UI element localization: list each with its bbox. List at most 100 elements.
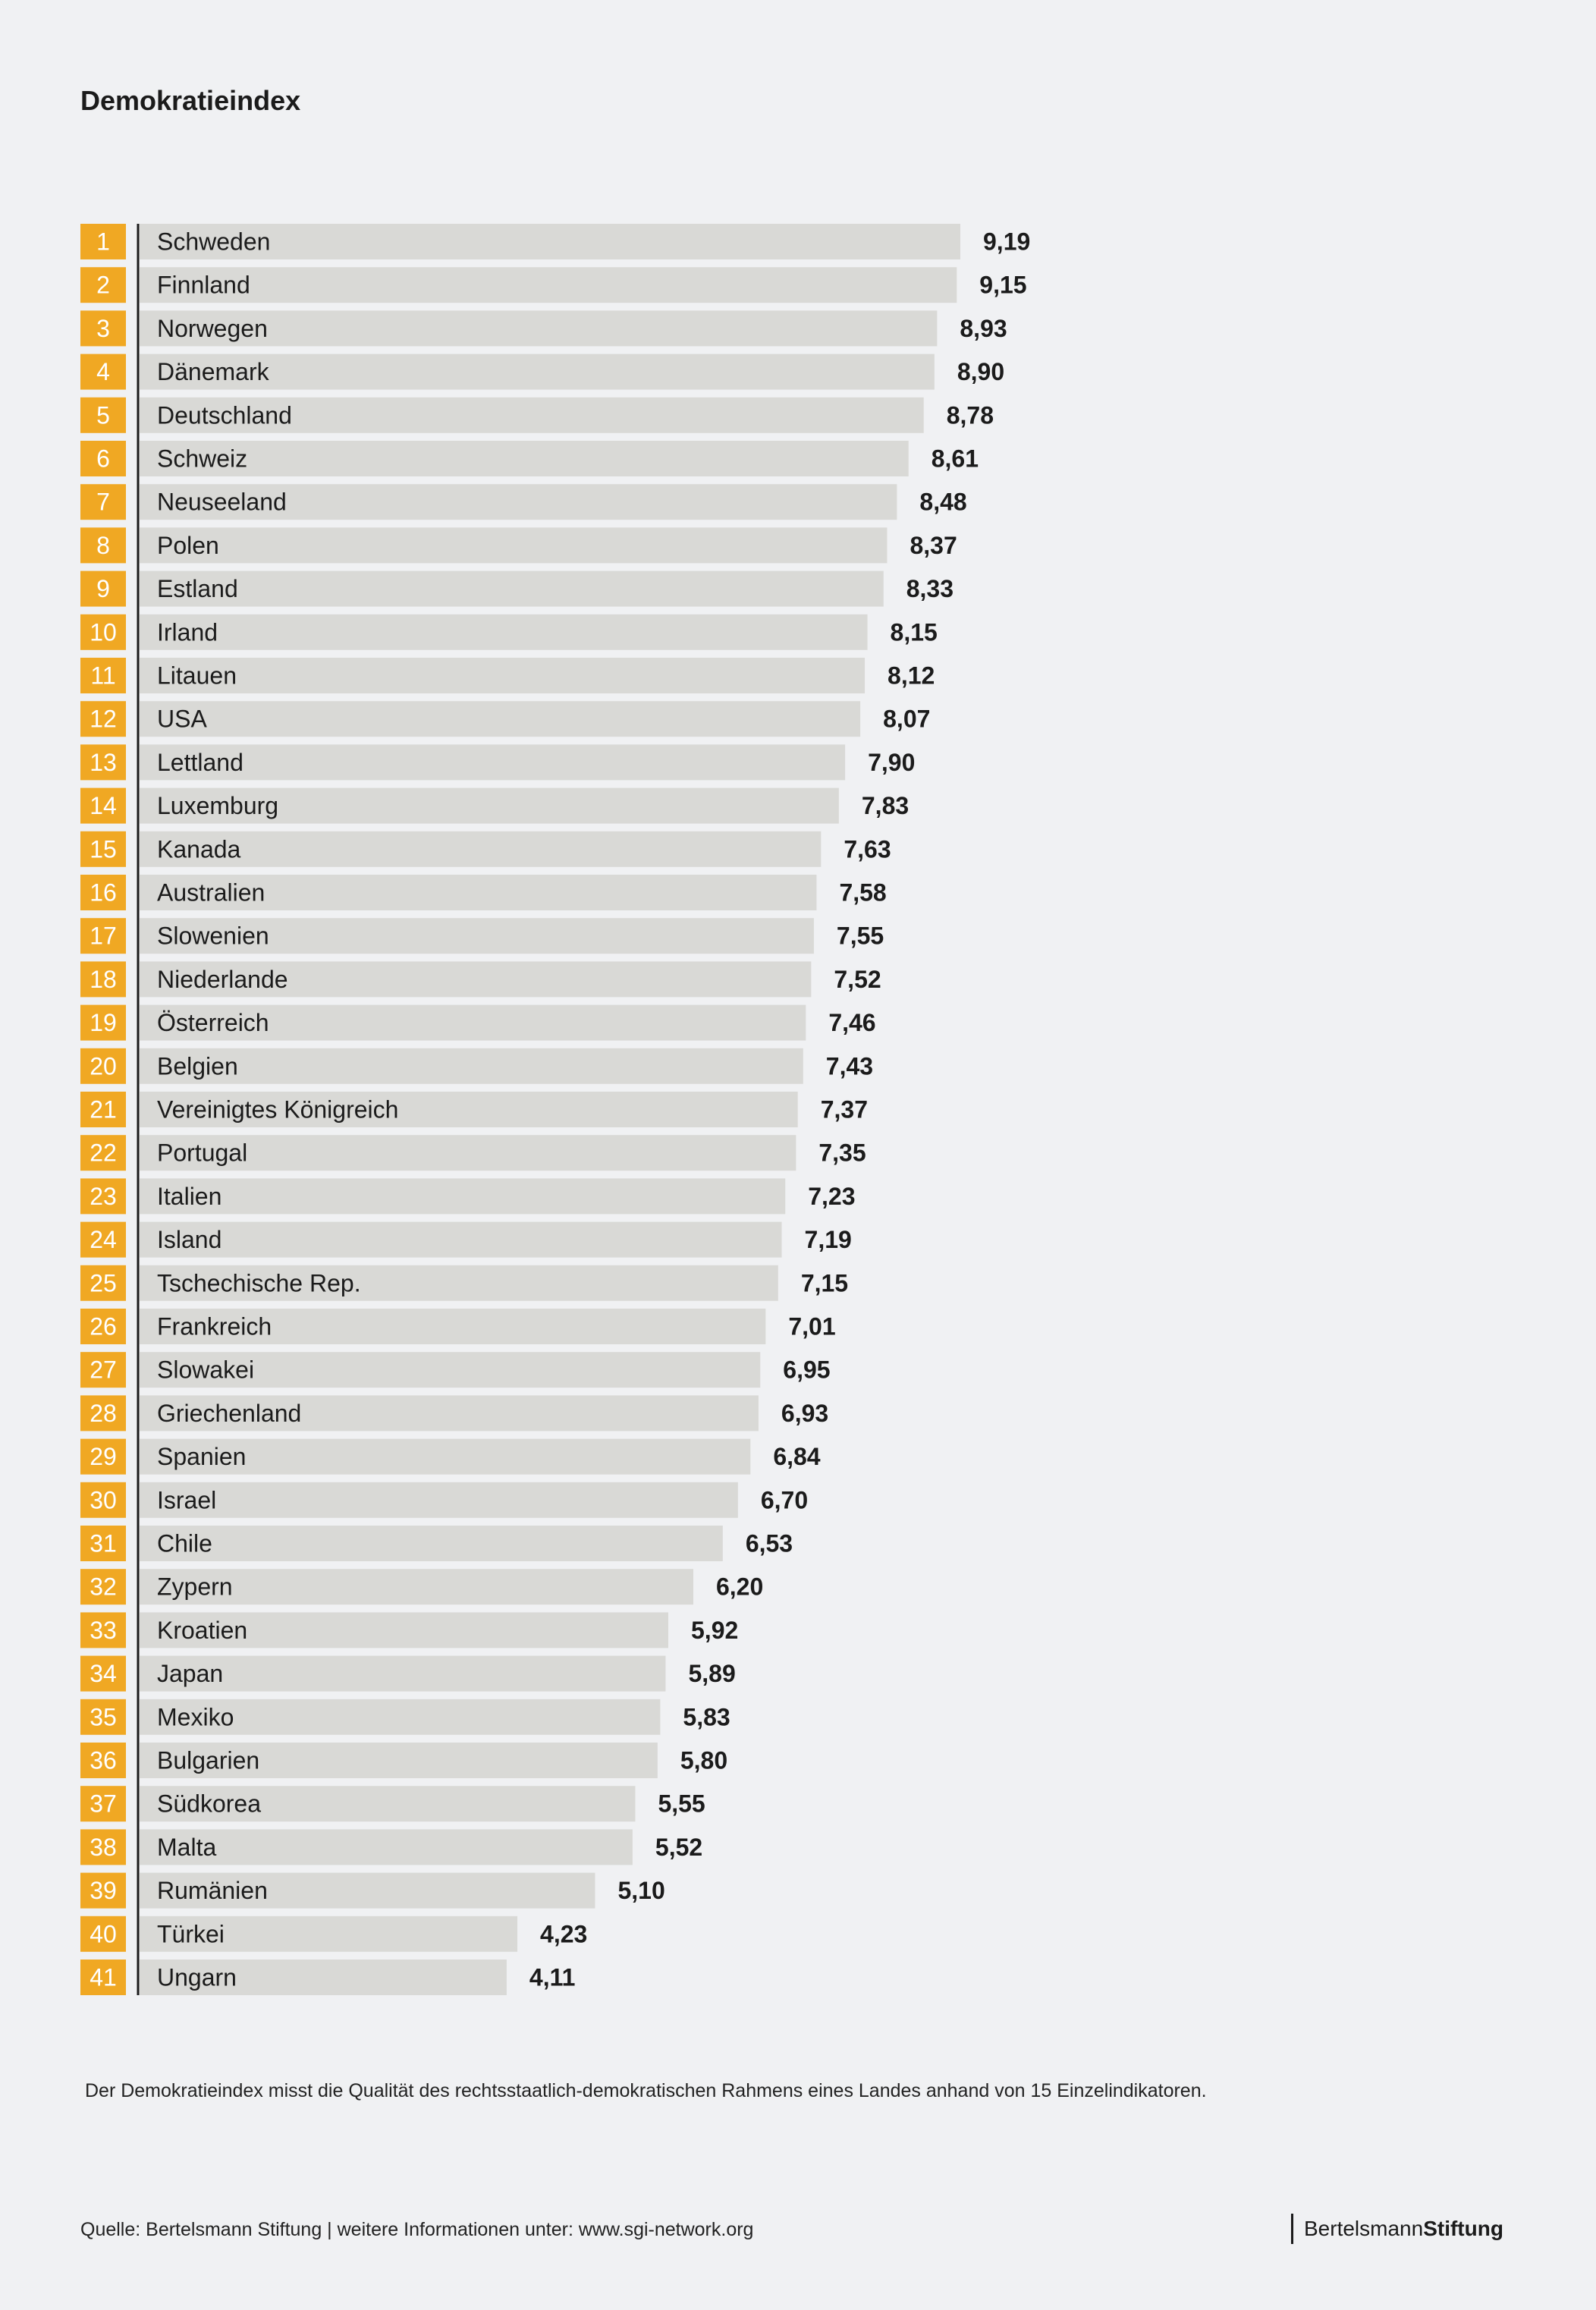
- rank-label: 9: [96, 575, 110, 602]
- bar-row: 37 Südkorea 5,55: [80, 1786, 705, 1822]
- bar-row: 33 Kroatien 5,92: [80, 1612, 738, 1648]
- rank-box: [80, 1395, 126, 1432]
- bar: [140, 1916, 518, 1952]
- rank-box: [80, 354, 126, 390]
- category-label: Niederlande: [157, 966, 288, 993]
- bar: [140, 744, 846, 781]
- bar: [140, 1612, 669, 1648]
- value-label: 9,15: [979, 272, 1026, 299]
- bar: [140, 527, 888, 564]
- rank-label: 7: [96, 489, 110, 516]
- bar: [140, 1482, 738, 1518]
- value-label: 8,48: [919, 489, 966, 516]
- bar-row: 9 Estland 8,33: [80, 570, 954, 607]
- rank-box: [80, 397, 126, 433]
- category-label: Deutschland: [157, 401, 292, 429]
- bar: [140, 875, 817, 910]
- rank-box: [80, 1612, 126, 1648]
- rank-label: 32: [90, 1573, 117, 1601]
- rank-label: 25: [90, 1269, 117, 1296]
- bar: [140, 614, 868, 650]
- bar-row: 28 Griechenland 6,93: [80, 1395, 828, 1432]
- category-label: Litauen: [157, 662, 237, 690]
- bar-row: 7 Neuseeland 8,48: [80, 484, 967, 520]
- rank-box: [80, 1352, 126, 1388]
- rank-box: [80, 1526, 126, 1561]
- bar-row: 34 Japan 5,89: [80, 1655, 736, 1692]
- bar: [140, 961, 812, 998]
- value-label: 8,12: [888, 662, 935, 690]
- value-label: 7,58: [839, 879, 886, 907]
- bar: [140, 1048, 803, 1084]
- rank-label: 30: [90, 1486, 117, 1513]
- rank-box: [80, 918, 126, 954]
- rank-box: [80, 1786, 126, 1822]
- value-label: 7,15: [801, 1269, 848, 1296]
- bar-row: 17 Slowenien 7,55: [80, 918, 884, 954]
- chart-title: Demokratieindex: [80, 85, 301, 116]
- bar: [140, 1221, 782, 1258]
- bar-row: 11 Litauen 8,12: [80, 658, 935, 693]
- bar-row: 38 Malta 5,52: [80, 1829, 702, 1865]
- bar: [140, 831, 822, 867]
- rank-label: 23: [90, 1183, 117, 1210]
- bar-row: 24 Island 7,19: [80, 1221, 852, 1258]
- value-label: 5,10: [617, 1877, 664, 1904]
- rank-box: [80, 310, 126, 347]
- rank-label: 28: [90, 1400, 117, 1427]
- brand-logo: BertelsmannStiftung: [1291, 2214, 1503, 2244]
- category-label: Türkei: [157, 1920, 225, 1947]
- rank-label: 38: [90, 1834, 117, 1861]
- value-label: 7,63: [844, 835, 891, 863]
- rank-box: [80, 1655, 126, 1692]
- category-label: Japan: [157, 1660, 223, 1687]
- category-label: Polen: [157, 532, 219, 559]
- rank-box: [80, 484, 126, 520]
- rank-label: 4: [96, 358, 110, 385]
- bar: [140, 918, 814, 954]
- bar-row: 21 Vereinigtes Königreich 7,37: [80, 1092, 868, 1127]
- rank-label: 36: [90, 1747, 117, 1774]
- chart-note: Der Demokratieindex misst die Qualität d…: [85, 2080, 1207, 2101]
- bar: [140, 1655, 666, 1692]
- bar-row: 16 Australien 7,58: [80, 875, 887, 910]
- value-label: 8,61: [932, 445, 979, 473]
- category-label: Norwegen: [157, 315, 268, 342]
- bar-row: 23 Italien 7,23: [80, 1178, 856, 1215]
- rank-label: 19: [90, 1009, 117, 1036]
- brand-part2: Stiftung: [1423, 2217, 1503, 2240]
- bar: [140, 1309, 766, 1344]
- bar-row: 35 Mexiko 5,83: [80, 1699, 730, 1735]
- value-label: 7,46: [828, 1009, 875, 1036]
- bar: [140, 1569, 693, 1605]
- bar-row: 41 Ungarn 4,11: [80, 1960, 575, 1995]
- rank-label: 34: [90, 1660, 117, 1687]
- bar: [140, 701, 861, 737]
- bar-row: 10 Irland 8,15: [80, 614, 938, 650]
- rank-label: 15: [90, 835, 117, 863]
- bar-chart: 1 Schweden 9,19 2 Finnland 9,15 3 Norwegen 8,93 4…: [80, 224, 1030, 1995]
- category-label: Schweiz: [157, 445, 247, 473]
- bar-row: 4 Dänemark 8,90: [80, 354, 1004, 390]
- rank-box: [80, 701, 126, 737]
- category-label: Griechenland: [157, 1400, 301, 1427]
- value-label: 4,11: [529, 1964, 576, 1991]
- category-label: Ungarn: [157, 1964, 237, 1991]
- rank-label: 20: [90, 1052, 117, 1080]
- rank-box: [80, 831, 126, 867]
- rank-label: 18: [90, 966, 117, 993]
- bar-row: 14 Luxemburg 7,83: [80, 787, 909, 824]
- category-label: Italien: [157, 1183, 221, 1210]
- category-label: Südkorea: [157, 1790, 261, 1818]
- bar: [140, 397, 924, 433]
- rank-label: 10: [90, 618, 117, 646]
- value-label: 8,78: [947, 401, 994, 429]
- brand-part1: Bertelsmann: [1304, 2217, 1424, 2240]
- rank-box: [80, 961, 126, 998]
- bar: [140, 1265, 778, 1301]
- rank-label: 37: [90, 1790, 117, 1818]
- category-label: Österreich: [157, 1009, 269, 1036]
- bar-row: 18 Niederlande 7,52: [80, 961, 881, 998]
- rank-box: [80, 1699, 126, 1735]
- bar: [140, 1743, 658, 1778]
